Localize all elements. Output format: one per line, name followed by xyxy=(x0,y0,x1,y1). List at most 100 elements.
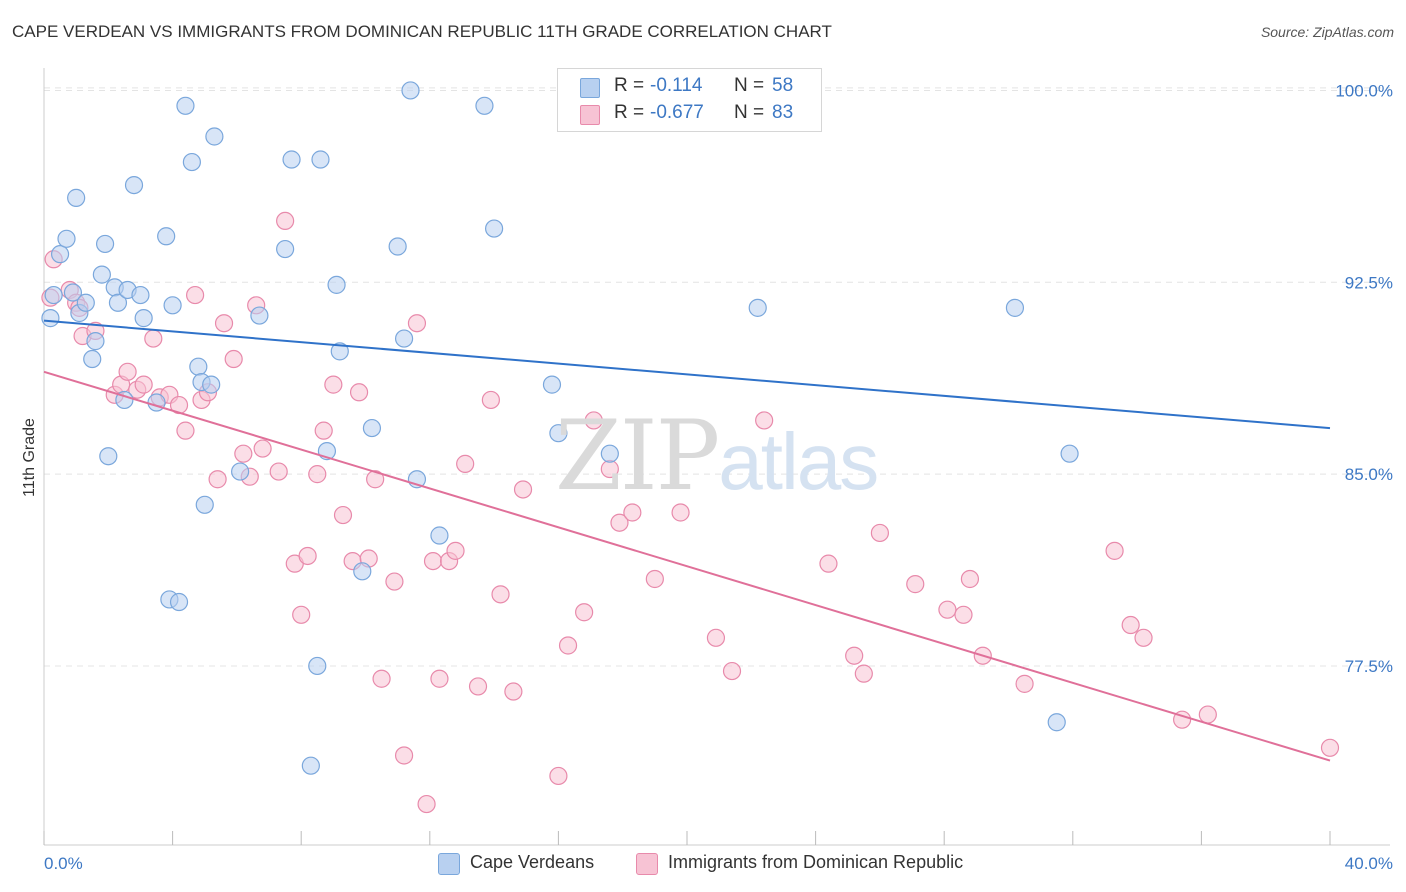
cape-verdean-point xyxy=(311,150,330,169)
cape-verdean-point xyxy=(330,342,349,361)
dominican-points xyxy=(41,211,1340,814)
cape-verdean-trend-line xyxy=(43,319,1331,430)
cape-verdean-point xyxy=(57,229,76,248)
cape-verdean-point xyxy=(353,562,372,581)
cape-verdean-point xyxy=(189,357,208,376)
dominican-point xyxy=(308,465,327,484)
trend-lines xyxy=(43,319,1331,762)
cape-verdean-point xyxy=(76,293,95,312)
source-credit: Source: ZipAtlas.com xyxy=(1260,24,1394,40)
cape-verdean-point xyxy=(41,309,60,328)
cape-verdean-point xyxy=(131,285,150,305)
dominican-point xyxy=(314,421,333,440)
dominican-point xyxy=(208,470,227,489)
dominican-point xyxy=(755,411,774,430)
dominican-point xyxy=(134,375,153,394)
watermark-atlas: atlas xyxy=(718,417,879,506)
dominican-point xyxy=(144,329,163,348)
legend-r-value: -0.114 xyxy=(650,75,703,96)
dominican-point xyxy=(423,551,443,571)
dominican-point xyxy=(234,444,253,463)
bottom-legend-label: Cape Verdeans xyxy=(470,852,595,872)
cape-verdean-point xyxy=(748,298,767,317)
dominican-point xyxy=(430,669,449,688)
dominican-point xyxy=(558,636,578,655)
cape-verdean-point xyxy=(276,239,295,259)
cape-verdean-point xyxy=(485,219,504,238)
axes xyxy=(43,68,1390,846)
dominican-point xyxy=(366,470,385,489)
cape-verdean-point xyxy=(362,418,382,438)
legend-swatch-pink xyxy=(580,105,600,125)
y-axis-label: 11th Grade xyxy=(21,418,38,497)
cape-verdean-point xyxy=(401,81,420,100)
dominican-point xyxy=(324,375,343,394)
dominican-point xyxy=(938,600,957,619)
cape-verdean-point xyxy=(308,656,327,676)
dominican-point xyxy=(1015,674,1034,693)
cape-verdean-point xyxy=(195,495,214,514)
legend-n-label: N = xyxy=(734,102,765,123)
dominican-point xyxy=(549,766,568,786)
dominican-point xyxy=(186,285,205,305)
cape-verdean-point xyxy=(83,349,102,369)
cape-verdean-points xyxy=(41,81,1079,775)
cape-verdean-point xyxy=(542,375,562,394)
legend-swatch-blue xyxy=(580,78,600,98)
dominican-point xyxy=(870,523,890,543)
legend-n-value: 58 xyxy=(772,75,794,96)
dominican-point xyxy=(504,682,523,701)
dominican-point xyxy=(854,664,873,683)
dominican-point xyxy=(276,211,295,231)
dominican-point xyxy=(372,669,391,688)
dominican-point xyxy=(446,541,465,560)
cape-verdean-point xyxy=(1005,298,1025,317)
cape-verdean-point xyxy=(388,237,407,256)
cape-verdean-point xyxy=(394,329,414,348)
cape-verdean-point xyxy=(549,424,568,443)
dominican-point xyxy=(269,462,288,481)
bottom-legend-label: Immigrants from Dominican Republic xyxy=(668,852,964,872)
dominican-point xyxy=(394,746,414,765)
dominican-point xyxy=(1198,705,1217,724)
y-tick-label: 77.5% xyxy=(1345,657,1393,676)
dominican-point xyxy=(1121,615,1140,635)
cape-verdean-point xyxy=(44,285,63,305)
legend-n-label: N = xyxy=(734,75,765,96)
dominican-point xyxy=(468,677,488,696)
cape-verdean-point xyxy=(99,447,118,466)
cape-verdean-point xyxy=(282,150,301,169)
y-tick-label: 100.0% xyxy=(1335,81,1393,100)
cape-verdean-point xyxy=(600,444,619,463)
legend-r-label: R = xyxy=(614,75,645,96)
cape-verdean-point xyxy=(169,592,189,612)
watermark: ZIPatlas xyxy=(555,400,879,512)
cape-verdean-point xyxy=(231,462,250,481)
dominican-point xyxy=(417,794,436,814)
cape-verdean-point xyxy=(124,175,144,195)
cape-verdean-point xyxy=(67,188,86,207)
axis-labels: 100.0% 92.5% 85.0% 77.5% 0.0% 40.0% 11th Grade xyxy=(21,81,1393,873)
dominican-point xyxy=(253,439,272,458)
dominican-point xyxy=(1105,541,1124,560)
dominican-trend-line xyxy=(43,370,1331,762)
dominican-point xyxy=(513,480,533,499)
dominican-point xyxy=(292,605,311,624)
x-tick-label: 40.0% xyxy=(1345,854,1393,873)
cape-verdean-point xyxy=(182,152,201,172)
x-tick-label: 0.0% xyxy=(44,854,83,873)
cape-verdean-point xyxy=(1047,713,1066,732)
cape-verdean-point xyxy=(95,234,115,254)
y-tick-label: 85.0% xyxy=(1345,465,1393,484)
cape-verdean-point xyxy=(475,96,494,115)
legend-n-value: 83 xyxy=(772,102,794,123)
cape-verdean-point xyxy=(202,375,221,394)
dominican-point xyxy=(298,546,317,566)
correlation-legend: R = -0.114 N = 58 R = -0.677 N = 83 xyxy=(557,68,822,132)
cape-verdean-point xyxy=(92,265,111,284)
bottom-legend-swatch-blue xyxy=(438,853,460,875)
dominican-point xyxy=(118,362,137,381)
cape-verdean-point xyxy=(205,127,224,146)
dominican-point xyxy=(491,585,510,604)
